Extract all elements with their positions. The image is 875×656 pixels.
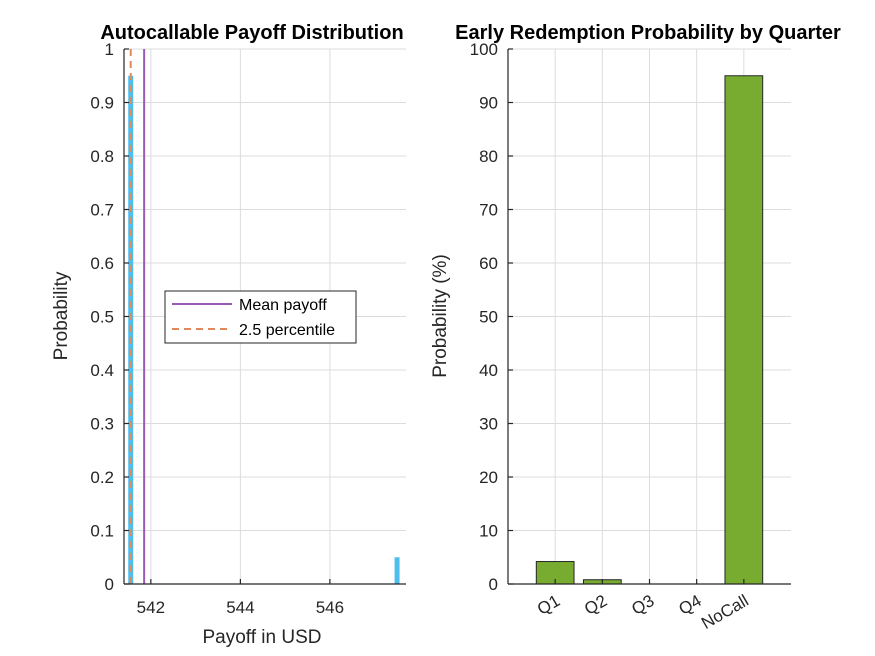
- redemption-x-tick-label: Q3: [628, 591, 657, 619]
- payoff-y-tick-label: 0: [105, 575, 114, 594]
- legend-box: [164, 290, 357, 344]
- legend-label-mean-payoff: Mean payoff: [239, 297, 327, 314]
- redemption-y-tick-labels: 0 10 20 30 40 50 60 70 80 90 100: [470, 40, 498, 594]
- payoff-x-tick-label: 544: [226, 598, 254, 617]
- payoff-y-tick-label: 0.8: [90, 147, 114, 166]
- payoff-y-tick-label: 0.1: [90, 522, 114, 541]
- payoff-y-tick-label: 0.2: [90, 468, 114, 487]
- redemption-y-tick-label: 100: [470, 40, 498, 59]
- redemption-y-tick-label: 40: [479, 361, 498, 380]
- redemption-y-axis-label: Probability (%): [430, 254, 451, 378]
- redemption-bar-nocall: [724, 75, 764, 585]
- redemption-y-tick-label: 30: [479, 415, 498, 434]
- payoff-bar-1: [394, 557, 400, 584]
- redemption-chart-title: Early Redemption Probability by Quarter: [455, 22, 841, 44]
- redemption-y-tick-label: 60: [479, 254, 498, 273]
- payoff-legend: Mean payoff 2.5 percentile: [164, 290, 357, 344]
- redemption-x-tick-label: Q1: [534, 591, 563, 619]
- redemption-y-tick-label: 50: [479, 308, 498, 327]
- payoff-axes: [123, 48, 406, 585]
- redemption-x-tick-label: Q2: [581, 591, 610, 619]
- payoff-y-tick-label: 0.5: [90, 308, 114, 327]
- payoff-distribution-chart: 00.10.20.30.40.50.60.70.80.91 542 544 546 …: [51, 22, 406, 648]
- payoff-y-tick-label: 0.7: [90, 201, 114, 220]
- redemption-y-tick-label: 10: [479, 522, 498, 541]
- payoff-x-axis-label: Payoff in USD: [203, 627, 322, 648]
- payoff-y-tick-label: 1: [105, 40, 114, 59]
- payoff-y-tick-label: 0.4: [90, 361, 114, 380]
- payoff-y-tick-label: 0.6: [90, 254, 114, 273]
- payoff-y-tick-label: 0.9: [90, 94, 114, 113]
- redemption-y-tick-label: 20: [479, 468, 498, 487]
- payoff-y-tick-labels: 0 0.1 0.2 0.3 0.4 0.5 0.6 0.7 0.8 0.9 1: [90, 40, 114, 594]
- payoff-chart-title: Autocallable Payoff Distribution: [100, 22, 403, 44]
- payoff-x-tick-labels: 542 544 546: [137, 598, 344, 617]
- redemption-y-tick-label: 80: [479, 147, 498, 166]
- payoff-y-axis-label: Probability: [51, 271, 72, 360]
- payoff-reference-lines: [129, 49, 146, 584]
- payoff-x-tick-label: 546: [316, 598, 344, 617]
- redemption-y-tick-label: 0: [489, 575, 498, 594]
- legend-label-percentile: 2.5 percentile: [239, 322, 335, 339]
- payoff-x-tick-label: 542: [137, 598, 165, 617]
- redemption-y-tick-label: 70: [479, 201, 498, 220]
- payoff-y-tick-label: 0.3: [90, 415, 114, 434]
- redemption-x-tick-label: NoCall: [698, 591, 752, 633]
- redemption-y-tick-label: 90: [479, 94, 498, 113]
- redemption-axes: [507, 48, 791, 585]
- redemption-bars: [535, 75, 764, 585]
